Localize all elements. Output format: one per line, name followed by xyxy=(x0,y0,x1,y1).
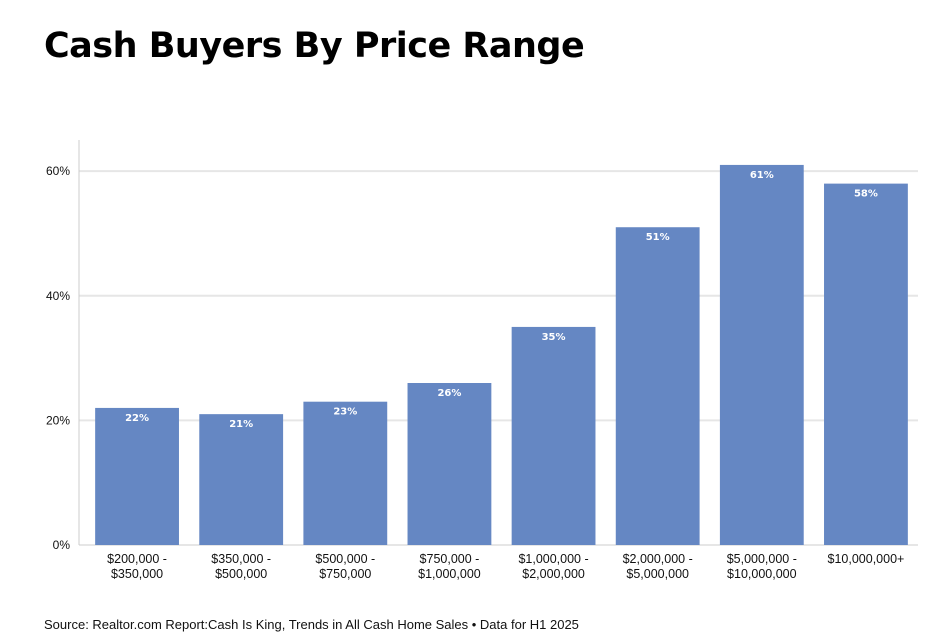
bar xyxy=(719,164,804,545)
x-tick-label: $1,000,000 xyxy=(418,567,481,581)
x-tick-label: $200,000 - xyxy=(107,552,167,566)
bar xyxy=(407,383,492,545)
x-tick-label: $2,000,000 xyxy=(522,567,585,581)
bar xyxy=(511,326,596,545)
x-tick-label: $500,000 - xyxy=(315,552,375,566)
data-labels: 22% 21% 23% 26% 35% 51% 61% 58% xyxy=(125,170,878,430)
bar xyxy=(95,407,179,545)
x-tick-label: $500,000 xyxy=(215,567,267,581)
x-tick-label: $2,000,000 - xyxy=(623,552,693,566)
bar xyxy=(199,414,284,545)
y-tick-label: 20% xyxy=(46,413,70,427)
y-axis-tick-labels: 0% 20% 40% 60% xyxy=(46,164,70,552)
y-tick-label: 60% xyxy=(46,164,70,178)
chart-title: Cash Buyers By Price Range xyxy=(44,26,585,66)
x-tick-label: $5,000,000 - xyxy=(727,552,797,566)
bar xyxy=(615,227,700,545)
data-label: 58% xyxy=(854,189,878,200)
data-label: 23% xyxy=(333,407,357,418)
x-tick-label: $1,000,000 - xyxy=(518,552,588,566)
data-label: 61% xyxy=(750,170,774,181)
data-label: 22% xyxy=(125,413,149,424)
y-tick-label: 0% xyxy=(53,538,71,552)
data-label: 21% xyxy=(229,419,253,430)
data-label: 26% xyxy=(437,388,461,399)
y-tick-label: 40% xyxy=(46,289,70,303)
bar xyxy=(303,401,388,545)
x-tick-label: $5,000,000 xyxy=(626,567,689,581)
data-label: 51% xyxy=(646,232,670,243)
x-tick-label: $350,000 - xyxy=(211,552,271,566)
data-label: 35% xyxy=(542,332,566,343)
x-tick-label: $750,000 xyxy=(319,567,371,581)
x-tick-label: $350,000 xyxy=(111,567,163,581)
source-note: Source: Realtor.com Report:Cash Is King,… xyxy=(44,617,579,632)
bars xyxy=(95,164,908,545)
x-tick-label: $10,000,000 xyxy=(727,567,797,581)
x-tick-label: $10,000,000+ xyxy=(828,552,905,566)
x-axis-tick-labels: $200,000 -$350,000 $350,000 -$500,000 $500… xyxy=(107,552,904,581)
x-tick-label: $750,000 - xyxy=(420,552,480,566)
bar xyxy=(824,183,908,545)
